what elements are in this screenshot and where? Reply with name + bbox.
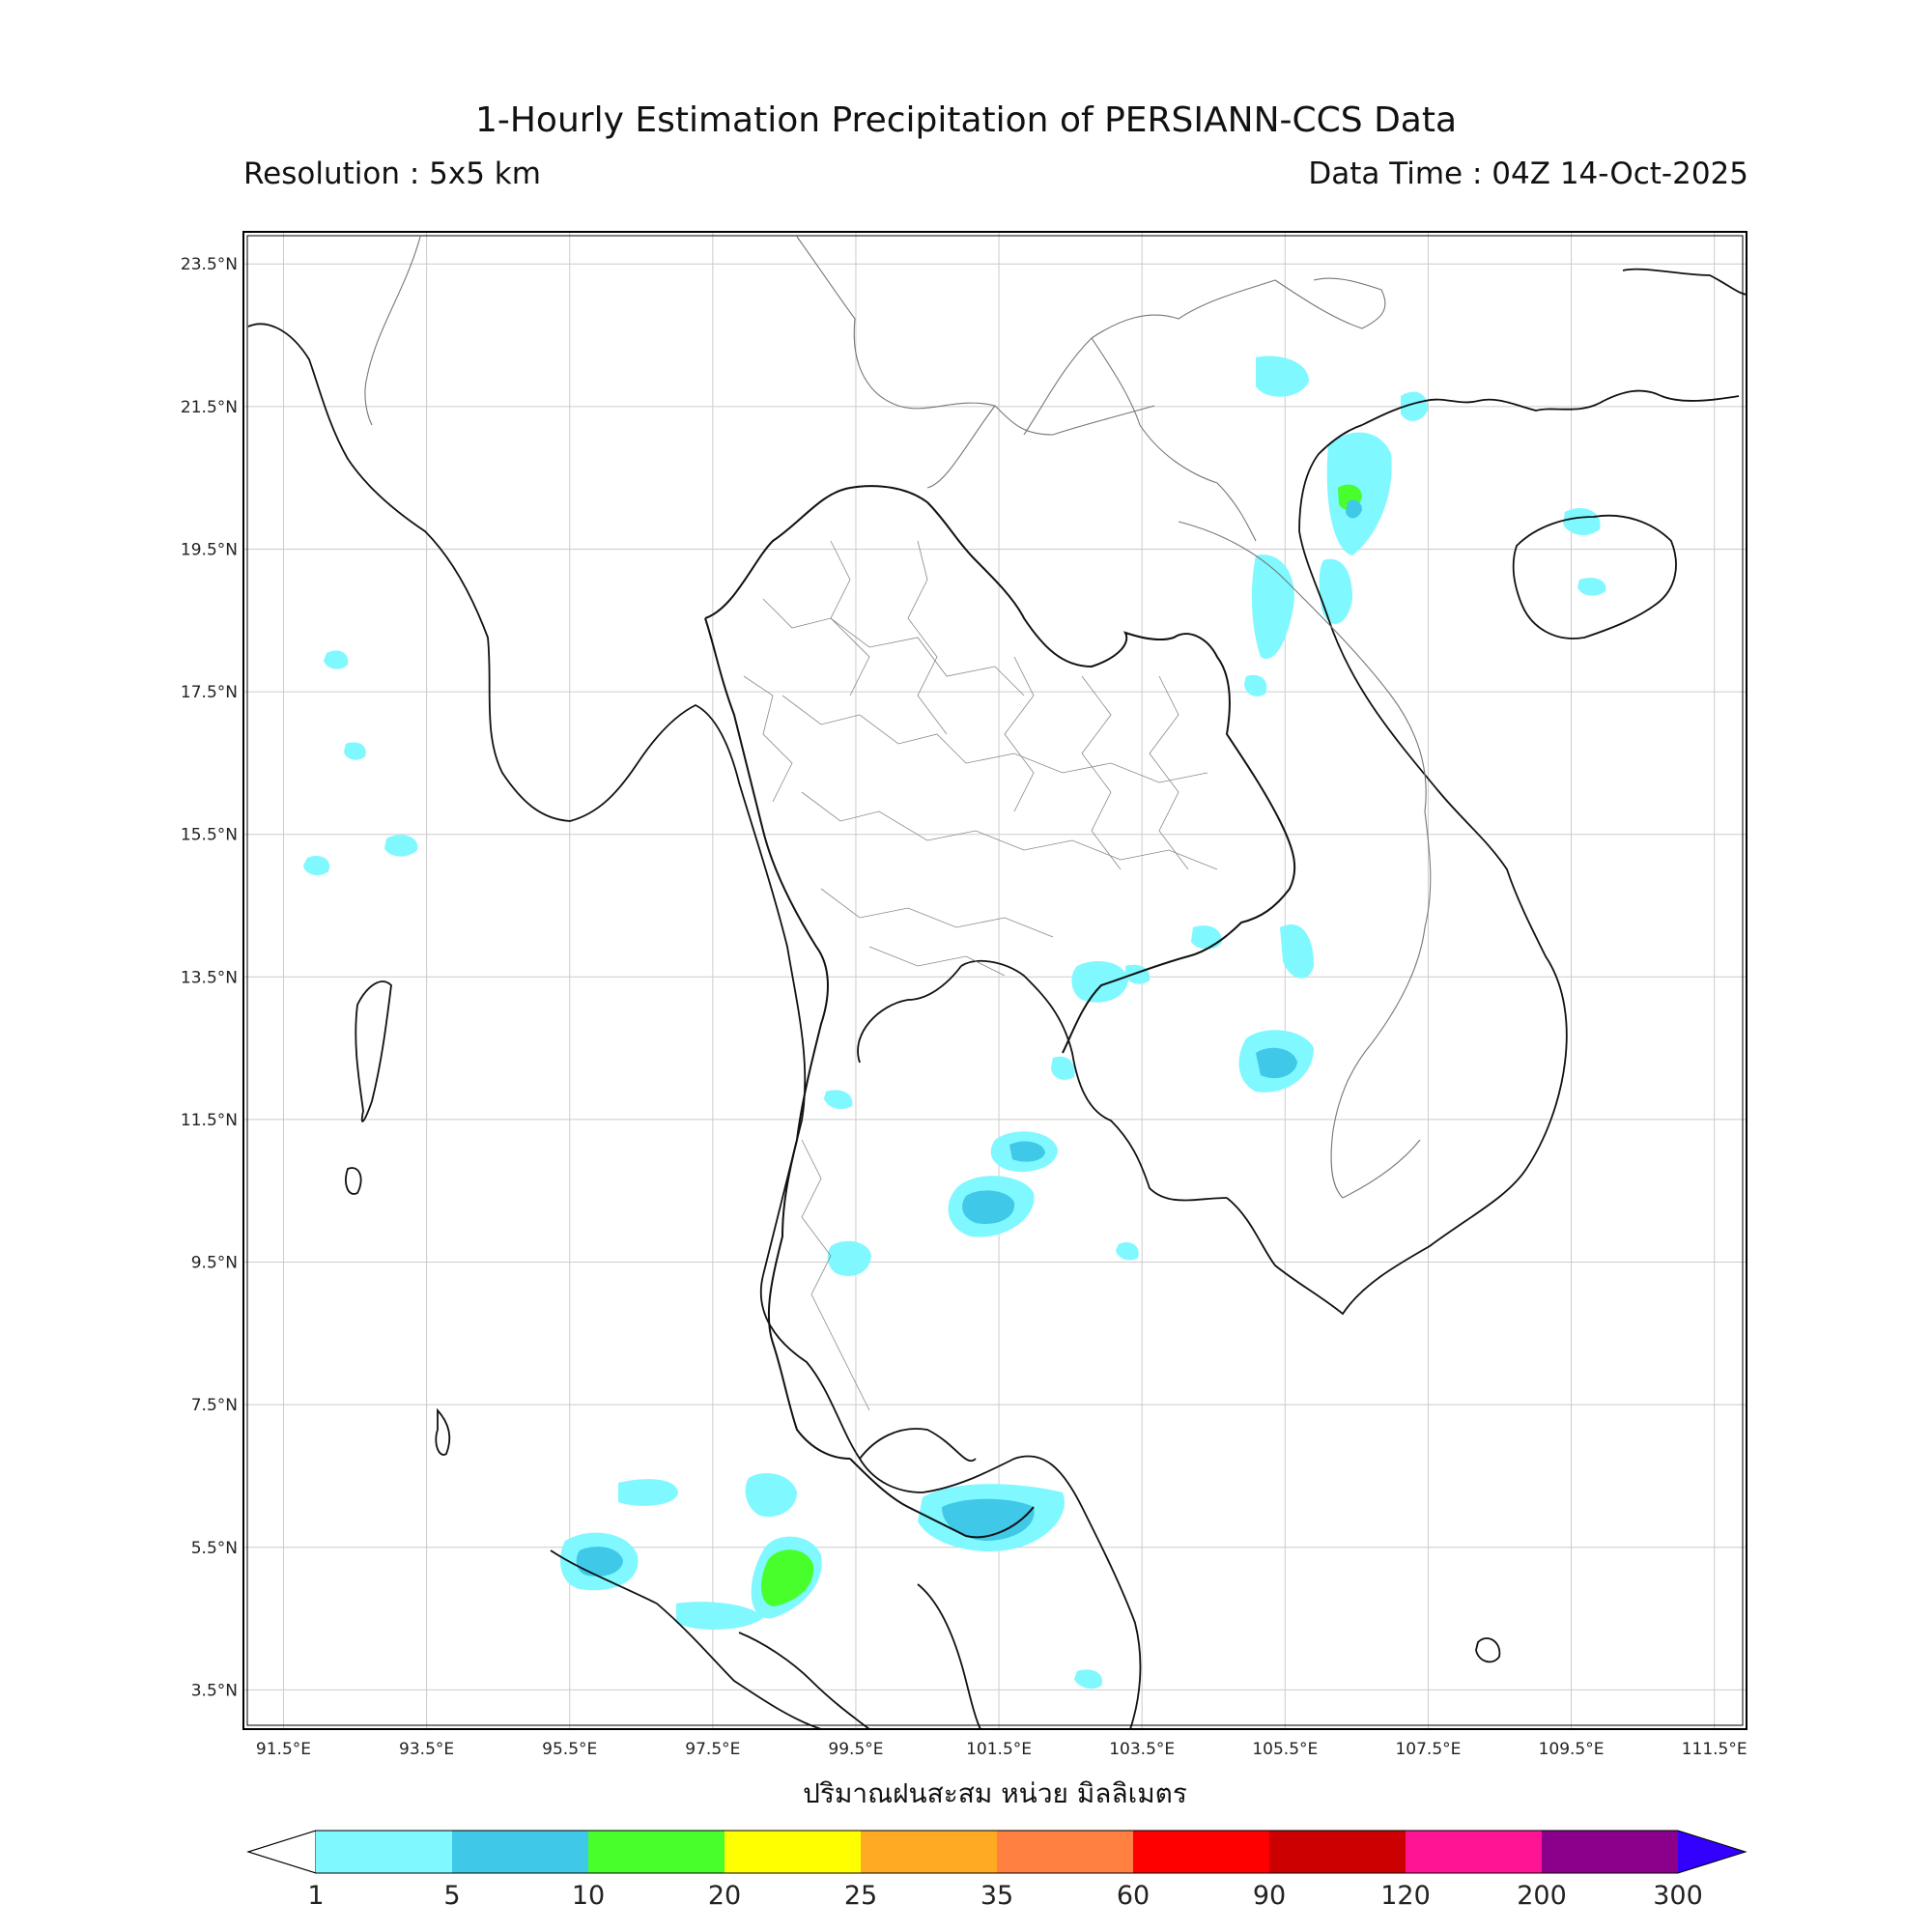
lat-tick-label: 9.5°N <box>191 1254 238 1273</box>
data-time-label: Data Time : 04Z 14-Oct-2025 <box>1308 156 1748 191</box>
colorbar <box>246 1830 1747 1874</box>
province-lines <box>743 540 1218 1411</box>
colorbar-segment <box>861 1831 997 1873</box>
colorbar-tick-label: 120 <box>1380 1881 1431 1911</box>
colorbar-segment <box>1542 1831 1678 1873</box>
lat-tick-label: 23.5°N <box>181 255 238 274</box>
chart-title: 1-Hourly Estimation Precipitation of PER… <box>474 100 1458 140</box>
coastlines <box>247 268 1747 1729</box>
colorbar-segment <box>316 1831 452 1873</box>
colorbar-segment <box>997 1831 1133 1873</box>
x-axis-label: ปริมาณฝนสะสม หน่วย มิลลิเมตร <box>803 1777 1187 1809</box>
lat-tick-label: 17.5°N <box>181 683 238 702</box>
map-background <box>243 232 1747 1729</box>
resolution-label: Resolution : 5x5 km <box>243 156 541 191</box>
lat-tick-label: 19.5°N <box>181 540 238 559</box>
lat-tick-label: 7.5°N <box>191 1396 238 1415</box>
lon-tick-label: 109.5°E <box>1539 1740 1605 1759</box>
colorbar-tick-label: 10 <box>572 1881 605 1911</box>
colorbar-segment <box>588 1831 724 1873</box>
colorbar-tick-label: 200 <box>1517 1881 1567 1911</box>
lon-tick-label: 91.5°E <box>256 1740 311 1759</box>
country-borders <box>364 236 1432 1199</box>
colorbar-segment <box>724 1831 861 1873</box>
lat-tick-labels: 23.5°N 21.5°N 19.5°N 17.5°N 15.5°N 13.5°N 11.5… <box>181 255 238 1700</box>
rain-overlay <box>303 355 1606 1690</box>
lat-tick-label: 3.5°N <box>191 1681 238 1700</box>
colorbar-tick-label: 60 <box>1117 1881 1150 1911</box>
lon-tick-label: 103.5°E <box>1109 1740 1175 1759</box>
colorbar-tick-label: 25 <box>844 1881 877 1911</box>
colorbar-tick-label: 300 <box>1653 1881 1703 1911</box>
lon-tick-label: 95.5°E <box>542 1740 597 1759</box>
lon-tick-label: 93.5°E <box>399 1740 454 1759</box>
colorbar-segment <box>452 1831 588 1873</box>
colorbar-tick-label: 35 <box>980 1881 1013 1911</box>
colorbar-tick-label: 20 <box>708 1881 741 1911</box>
colorbar-over-arrow <box>1678 1831 1746 1873</box>
thailand-border <box>704 485 1296 1539</box>
lon-tick-label: 105.5°E <box>1252 1740 1318 1759</box>
lat-tick-label: 13.5°N <box>181 968 238 987</box>
colorbar-under-arrow <box>246 1830 317 1874</box>
lon-tick-label: 111.5°E <box>1682 1740 1747 1759</box>
lon-tick-labels: 91.5°E 93.5°E 95.5°E 97.5°E 99.5°E 101.5°E 103… <box>256 1740 1747 1759</box>
colorbar-tick-label: 90 <box>1253 1881 1286 1911</box>
colorbar-outline <box>246 1830 1747 1874</box>
colorbar-tick-labels: 1 5 10 20 25 35 60 90 120 200 300 <box>307 1881 1702 1911</box>
lat-tick-label: 5.5°N <box>191 1539 238 1558</box>
lon-tick-label: 99.5°E <box>828 1740 883 1759</box>
lon-tick-label: 107.5°E <box>1395 1740 1461 1759</box>
colorbar-tick-label: 5 <box>443 1881 460 1911</box>
colorbar-segment <box>1269 1831 1406 1873</box>
lon-tick-label: 101.5°E <box>966 1740 1032 1759</box>
colorbar-tick-label: 1 <box>307 1881 324 1911</box>
lat-tick-label: 11.5°N <box>181 1111 238 1130</box>
colorbar-segment <box>1406 1831 1542 1873</box>
map-inner-frame <box>246 235 1744 1726</box>
map-frame <box>242 231 1747 1730</box>
lon-tick-label: 97.5°E <box>685 1740 740 1759</box>
rain-cell-heavy <box>761 1549 814 1606</box>
lat-tick-label: 15.5°N <box>181 826 238 845</box>
lat-tick-label: 21.5°N <box>181 398 238 417</box>
colorbar-segment <box>1133 1831 1269 1873</box>
